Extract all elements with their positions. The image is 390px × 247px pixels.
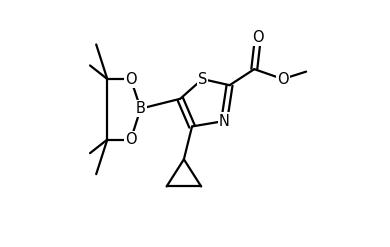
Text: O: O: [277, 72, 289, 86]
Text: B: B: [136, 101, 145, 116]
Text: S: S: [198, 72, 207, 86]
Text: O: O: [252, 30, 264, 44]
Text: O: O: [125, 132, 136, 147]
Text: O: O: [125, 72, 136, 86]
Text: N: N: [219, 114, 230, 128]
